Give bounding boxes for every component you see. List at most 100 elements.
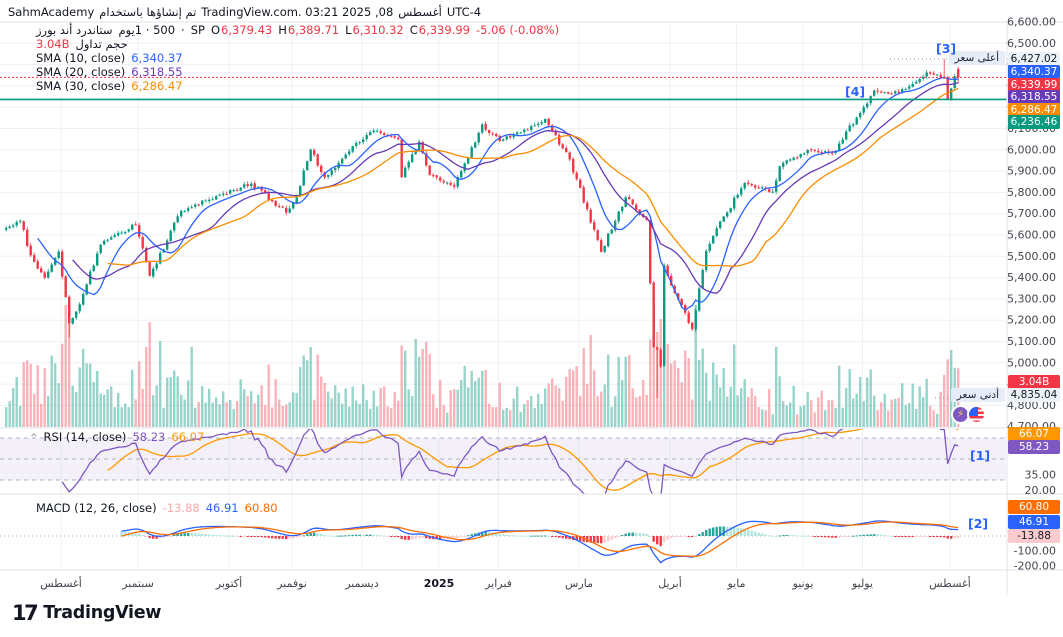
sma-value: 6,286.47 [131, 79, 183, 93]
macd-layer [0, 520, 1006, 564]
change-value: -5.06 (-0.08%) [475, 23, 560, 37]
svg-text:5,400.00: 5,400.00 [1007, 271, 1056, 284]
collapse-chevron-icon: ^ [30, 433, 38, 443]
symbol-token: ستاندرد أند بورز [36, 23, 113, 37]
macd-legend-row[interactable]: MACD (12, 26, close) -13.88 46.91 60.80 [36, 501, 278, 515]
sma-legend-row[interactable]: SMA (20, close) 6,318.55 [36, 65, 559, 79]
volume-legend-row[interactable]: 3.04B حجم تداول [36, 37, 559, 51]
price-axis-badge: 46.91 [1008, 515, 1060, 529]
svg-text:يونيو: يونيو [792, 577, 814, 590]
svg-text:5,200.00: 5,200.00 [1007, 314, 1056, 327]
ohlc-number: 6,379.43 [221, 23, 273, 37]
macd-value: 60.80 [244, 501, 278, 515]
price-axis-badge: 58.23 [1008, 440, 1060, 454]
rsi-value: 58.23 [132, 430, 166, 444]
ohlc-value: H 6,389.71 [278, 23, 339, 37]
attribution-text: UTC-4 [446, 5, 482, 19]
svg-text:6,600.00: 6,600.00 [1007, 16, 1056, 29]
ohlc-key: H [278, 23, 287, 37]
sma-legend-row[interactable]: SMA (30, close) 6,286.47 [36, 79, 559, 93]
attribution-text: أغسطس [398, 5, 442, 19]
svg-text:5,000.00: 5,000.00 [1007, 356, 1056, 369]
svg-text:4,800.00: 4,800.00 [1007, 399, 1056, 412]
svg-text:5,500.00: 5,500.00 [1007, 250, 1056, 263]
svg-text:مايو: مايو [727, 577, 746, 590]
ohlc-number: 6,310.32 [352, 23, 404, 37]
lowest-price-chip: أدنى سعر [950, 388, 1005, 402]
price-axis-badge: 60.80 [1008, 500, 1060, 514]
drawing-marker[interactable]: [1] [970, 448, 991, 463]
footer-brand[interactable]: 17 TradingView [12, 601, 161, 625]
sma-label: SMA (20, close) [36, 65, 126, 79]
sma-label: SMA (10, close) [36, 51, 126, 65]
attribution-header: SahmAcademy تم إنشاؤها باستخدام TradingVie… [8, 5, 481, 19]
svg-text:أغسطس: أغسطس [40, 576, 82, 590]
price-axis-badge: 4,835.04 [1008, 388, 1060, 402]
svg-text:5,300.00: 5,300.00 [1007, 292, 1056, 305]
price-axis-badge: 66.07 [1008, 427, 1060, 441]
svg-text:أكتوبر: أكتوبر [215, 576, 242, 590]
ohlc-number: 6,339.99 [418, 23, 470, 37]
svg-text:5,800.00: 5,800.00 [1007, 186, 1056, 199]
svg-text:5,100.00: 5,100.00 [1007, 335, 1056, 348]
highest-price-chip: أعلى سعر [948, 51, 1005, 65]
svg-text:يوليو: يوليو [851, 577, 873, 590]
svg-text:فبراير: فبراير [484, 577, 512, 590]
rsi-legend-row[interactable]: ^ RSI (14, close) 58.23 66.07 [30, 430, 204, 444]
grid-layer [0, 21, 1007, 570]
price-axis-badge: -13.88 [1008, 529, 1060, 543]
svg-text:سبتمبر: سبتمبر [121, 577, 154, 590]
price-lines-layer [0, 58, 1007, 399]
drawing-marker[interactable]: [3] [936, 41, 957, 56]
ohlc-number: 6,389.71 [287, 23, 340, 37]
tradingview-logo-icon: 17 [12, 601, 39, 625]
ohlc-key: O [210, 23, 220, 37]
tradingview-logo-text: TradingView [43, 603, 162, 623]
main-legend[interactable]: ستاندرد أند بورز 500 · 1يوم · SP O 6,379.43 H 6… [36, 23, 559, 93]
symbol-token: SP [190, 23, 205, 37]
svg-text:-200.00: -200.00 [1014, 560, 1056, 573]
svg-text:5,700.00: 5,700.00 [1007, 207, 1056, 220]
svg-text:ديسمبر: ديسمبر [344, 577, 379, 590]
price-axis-badge: 6,340.37 [1008, 65, 1060, 79]
rsi-legend[interactable]: ^ RSI (14, close) 58.23 66.07 [30, 430, 204, 444]
drawing-marker[interactable]: [4] [845, 84, 866, 99]
sma-value: 6,340.37 [131, 51, 183, 65]
svg-text:2025: 2025 [424, 577, 455, 590]
volume-value: 3.04B [36, 37, 70, 51]
candles-layer [5, 58, 960, 398]
volume-label: حجم تداول [75, 37, 128, 51]
time-axis[interactable] [0, 570, 1007, 596]
svg-text:أغسطس: أغسطس [929, 576, 971, 590]
macd-label: MACD (12, 26, close) [36, 501, 157, 515]
svg-text:أبريل: أبريل [658, 576, 682, 590]
ohlc-value: L 6,310.32 [345, 23, 404, 37]
sma-layer [37, 76, 959, 311]
price-axis-badge: 6,318.55 [1008, 90, 1060, 104]
attribution-text: تم إنشاؤها باستخدام [99, 5, 197, 19]
svg-text:35.00: 35.00 [1025, 468, 1057, 481]
svg-text:5,600.00: 5,600.00 [1007, 229, 1056, 242]
svg-text:مارس: مارس [565, 577, 593, 590]
sma-label: SMA (30, close) [36, 79, 126, 93]
price-axis-badge: 6,286.47 [1008, 103, 1060, 117]
svg-text:-100.00: -100.00 [1014, 545, 1056, 558]
ohlc-value: O 6,379.43 [211, 23, 272, 37]
macd-value: 46.91 [205, 501, 239, 515]
sma-legend-row[interactable]: SMA (10, close) 6,340.37 [36, 51, 559, 65]
symbol-legend-row[interactable]: ستاندرد أند بورز 500 · 1يوم · SP O 6,379.43 H 6… [36, 23, 560, 37]
price-axis-badge: 3.04B [1008, 375, 1060, 389]
macd-value: -13.88 [162, 501, 200, 515]
symbol-token: · [181, 23, 185, 37]
svg-text:6,500.00: 6,500.00 [1007, 37, 1056, 50]
drawing-marker[interactable]: [2] [968, 516, 989, 531]
symbol-token: 500 · 1يوم [118, 23, 176, 37]
svg-text:20.00: 20.00 [1025, 484, 1057, 497]
svg-text:5,900.00: 5,900.00 [1007, 165, 1056, 178]
sma-value: 6,318.55 [131, 65, 183, 79]
us-flag-event-icon[interactable] [967, 405, 986, 424]
rsi-label: RSI (14, close) [43, 430, 127, 444]
macd-legend[interactable]: MACD (12, 26, close) -13.88 46.91 60.80 [36, 501, 278, 515]
volume-layer [5, 305, 960, 427]
